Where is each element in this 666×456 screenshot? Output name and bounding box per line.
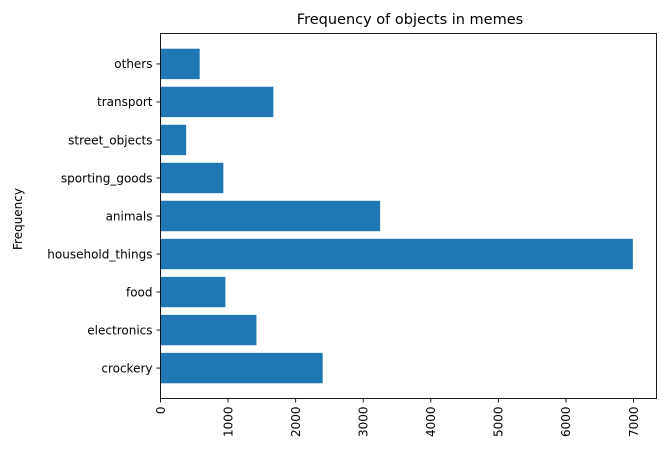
bar-others bbox=[160, 48, 200, 80]
y-tick-label: household_things bbox=[47, 247, 152, 261]
y-tick-label: animals bbox=[106, 209, 153, 223]
bar-transport bbox=[160, 86, 274, 118]
y-tick-label: food bbox=[126, 285, 153, 299]
x-tick-label: 6000 bbox=[559, 407, 573, 438]
y-tick-label: crockery bbox=[101, 361, 152, 375]
x-ticks-group: 0 1000 2000 3000 4000 5000 6000 7000 bbox=[154, 398, 641, 438]
bar-animals bbox=[160, 200, 381, 232]
bar-electronics bbox=[160, 314, 257, 346]
x-tick-label: 0 bbox=[154, 407, 168, 415]
bar-household_things bbox=[160, 238, 633, 270]
y-axis-label: Frequency bbox=[11, 188, 25, 250]
y-tick-label: transport bbox=[97, 95, 153, 109]
y-ticks-group: crockery electronics food household_things a… bbox=[47, 57, 161, 375]
y-tick-label: sporting_goods bbox=[61, 171, 153, 185]
y-tick-label: street_objects bbox=[68, 133, 152, 147]
x-tick-label: 1000 bbox=[221, 407, 235, 438]
bar-food bbox=[160, 276, 226, 308]
x-tick-label: 3000 bbox=[357, 407, 371, 438]
bars-group bbox=[160, 48, 633, 384]
bar-sporting_goods bbox=[160, 162, 224, 194]
chart-title: Frequency of objects in memes bbox=[297, 12, 523, 28]
bar-street_objects bbox=[160, 124, 187, 156]
y-tick-label: others bbox=[114, 57, 152, 71]
x-tick-label: 4000 bbox=[424, 407, 438, 438]
y-tick-label: electronics bbox=[87, 323, 152, 337]
x-tick-label: 7000 bbox=[627, 407, 641, 438]
plot-frame bbox=[160, 33, 657, 399]
bar-crockery bbox=[160, 352, 323, 384]
x-tick-label: 5000 bbox=[492, 407, 506, 438]
x-tick-label: 2000 bbox=[289, 407, 303, 438]
